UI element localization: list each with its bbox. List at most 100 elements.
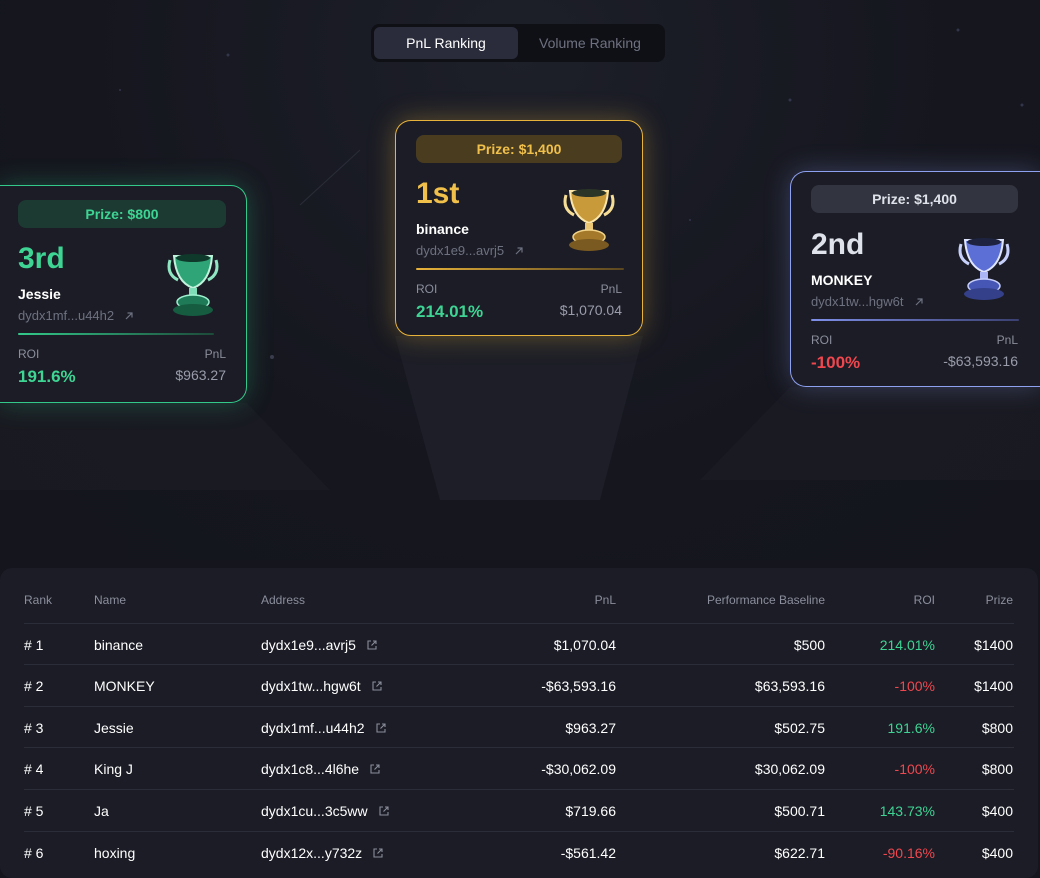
roi-label: ROI xyxy=(811,333,833,347)
pnl-value: -$63,593.16 xyxy=(943,353,1018,369)
address-text: dydx1e9...avrj5 xyxy=(261,636,356,653)
table-row: # 6 hoxing dydx12x...y732z -$561.42 $622… xyxy=(24,831,1014,873)
user-name: binance xyxy=(416,221,469,237)
header-prize: Prize xyxy=(985,593,1013,607)
external-link-icon[interactable] xyxy=(378,805,390,817)
table-row: # 1 binance dydx1e9...avrj5 $1,070.04 $5… xyxy=(24,623,1014,665)
arrow-up-right-icon[interactable] xyxy=(124,311,134,321)
stat-labels: ROI PnL xyxy=(811,333,1018,347)
rank-cell: # 5 xyxy=(24,802,44,819)
address-text: dydx12x...y732z xyxy=(261,844,363,861)
address-cell[interactable]: dydx1e9...avrj5 xyxy=(261,624,461,665)
user-address[interactable]: dydx1tw...hgw6t xyxy=(811,294,1018,309)
trophy-icon xyxy=(958,238,1010,300)
pnl-label: PnL xyxy=(996,333,1018,347)
address-cell[interactable]: dydx1cu...3c5ww xyxy=(261,790,461,831)
pnl-value: $963.27 xyxy=(175,367,226,383)
card-divider xyxy=(416,268,624,270)
ranking-tabs: PnL Ranking Volume Ranking xyxy=(371,24,665,62)
tab-pnl-ranking[interactable]: PnL Ranking xyxy=(374,27,518,59)
baseline-cell: $502.75 xyxy=(774,719,825,736)
roi-cell: 214.01% xyxy=(879,636,935,653)
roi-cell: 191.6% xyxy=(887,719,935,736)
prize-badge: Prize: $1,400 xyxy=(811,185,1018,213)
pnl-cell: $963.27 xyxy=(565,719,616,736)
external-link-icon[interactable] xyxy=(369,763,381,775)
place-label: 2nd xyxy=(811,228,865,261)
table-row: # 5 Ja dydx1cu...3c5ww $719.66 $500.71 1… xyxy=(24,789,1014,831)
rank-cell: # 1 xyxy=(24,636,44,653)
external-link-icon[interactable] xyxy=(375,722,387,734)
trophy-icon xyxy=(167,254,219,316)
table-row: # 4 King J dydx1c8...4l6he -$30,062.09 $… xyxy=(24,747,1014,789)
card-divider xyxy=(811,319,1019,321)
rank-cell: # 4 xyxy=(24,760,44,777)
address-cell[interactable]: dydx1mf...u44h2 xyxy=(261,707,461,748)
address-text: dydx1e9...avrj5 xyxy=(416,243,505,258)
pnl-label: PnL xyxy=(600,282,622,296)
header-rank: Rank xyxy=(24,593,53,607)
stat-labels: ROI PnL xyxy=(18,347,226,361)
baseline-cell: $500 xyxy=(793,636,825,653)
address-text: dydx1mf...u44h2 xyxy=(18,308,115,323)
arrow-up-right-icon[interactable] xyxy=(914,297,924,307)
podium-card-third: Prize: $800 3rd Jessie dydx1mf...u44h2 R… xyxy=(0,185,247,403)
pnl-cell: $1,070.04 xyxy=(553,636,616,653)
pnl-cell: $719.66 xyxy=(565,802,616,819)
stat-labels: ROI PnL xyxy=(416,282,622,296)
name-cell: Ja xyxy=(94,802,109,819)
prize-badge: Prize: $1,400 xyxy=(416,135,622,163)
baseline-cell: $622.71 xyxy=(774,844,825,861)
external-link-icon[interactable] xyxy=(366,639,378,651)
external-link-icon[interactable] xyxy=(371,680,383,692)
podium-card-second: Prize: $1,400 2nd MONKEY dydx1tw...hgw6t… xyxy=(790,171,1040,387)
leaderboard-table: Rank Name Address PnL Performance Baseli… xyxy=(0,568,1038,878)
podium-card-first: Prize: $1,400 1st binance dydx1e9...avrj… xyxy=(395,120,643,336)
roi-cell: -100% xyxy=(894,677,935,694)
prize-cell: $800 xyxy=(981,760,1013,777)
roi-cell: -100% xyxy=(894,760,935,777)
address-cell[interactable]: dydx12x...y732z xyxy=(261,832,461,873)
rank-cell: # 3 xyxy=(24,719,44,736)
header-roi: ROI xyxy=(913,593,935,607)
roi-value: 214.01% xyxy=(416,302,484,321)
tab-volume-ranking[interactable]: Volume Ranking xyxy=(539,35,641,51)
pnl-cell: -$561.42 xyxy=(560,844,616,861)
external-link-icon[interactable] xyxy=(372,847,384,859)
header-address: Address xyxy=(261,593,306,607)
roi-cell: 143.73% xyxy=(879,802,935,819)
roi-label: ROI xyxy=(416,282,438,296)
name-cell: MONKEY xyxy=(94,677,155,694)
header-baseline: Performance Baseline xyxy=(706,593,825,607)
roi-value: 191.6% xyxy=(18,367,76,386)
pnl-cell: -$63,593.16 xyxy=(541,677,616,694)
prize-cell: $1400 xyxy=(974,636,1013,653)
address-cell[interactable]: dydx1tw...hgw6t xyxy=(261,665,461,706)
prize-cell: $400 xyxy=(981,802,1013,819)
table-header: Rank Name Address PnL Performance Baseli… xyxy=(24,592,1014,608)
user-address[interactable]: dydx1mf...u44h2 xyxy=(18,308,226,323)
address-cell[interactable]: dydx1c8...4l6he xyxy=(261,748,461,789)
address-text: dydx1tw...hgw6t xyxy=(811,294,904,309)
roi-label: ROI xyxy=(18,347,40,361)
address-text: dydx1c8...4l6he xyxy=(261,760,360,777)
trophy-icon xyxy=(563,189,615,251)
user-address[interactable]: dydx1e9...avrj5 xyxy=(416,243,622,258)
prize-cell: $800 xyxy=(981,719,1013,736)
rank-cell: # 6 xyxy=(24,844,44,861)
address-text: dydx1cu...3c5ww xyxy=(261,802,368,819)
prize-badge: Prize: $800 xyxy=(18,200,226,228)
stat-values: 214.01% $1,070.04 xyxy=(416,302,622,322)
stat-values: -100% -$63,593.16 xyxy=(811,353,1018,373)
pnl-cell: -$30,062.09 xyxy=(541,760,616,777)
table-row: # 3 Jessie dydx1mf...u44h2 $963.27 $502.… xyxy=(24,706,1014,748)
baseline-cell: $63,593.16 xyxy=(754,677,825,694)
roi-value: -100% xyxy=(811,353,861,372)
name-cell: hoxing xyxy=(94,844,136,861)
table-row: # 2 MONKEY dydx1tw...hgw6t -$63,593.16 $… xyxy=(24,664,1014,706)
arrow-up-right-icon[interactable] xyxy=(514,246,524,256)
name-cell: Jessie xyxy=(94,719,134,736)
pnl-value: $1,070.04 xyxy=(559,302,622,318)
baseline-cell: $30,062.09 xyxy=(754,760,825,777)
baseline-cell: $500.71 xyxy=(774,802,825,819)
